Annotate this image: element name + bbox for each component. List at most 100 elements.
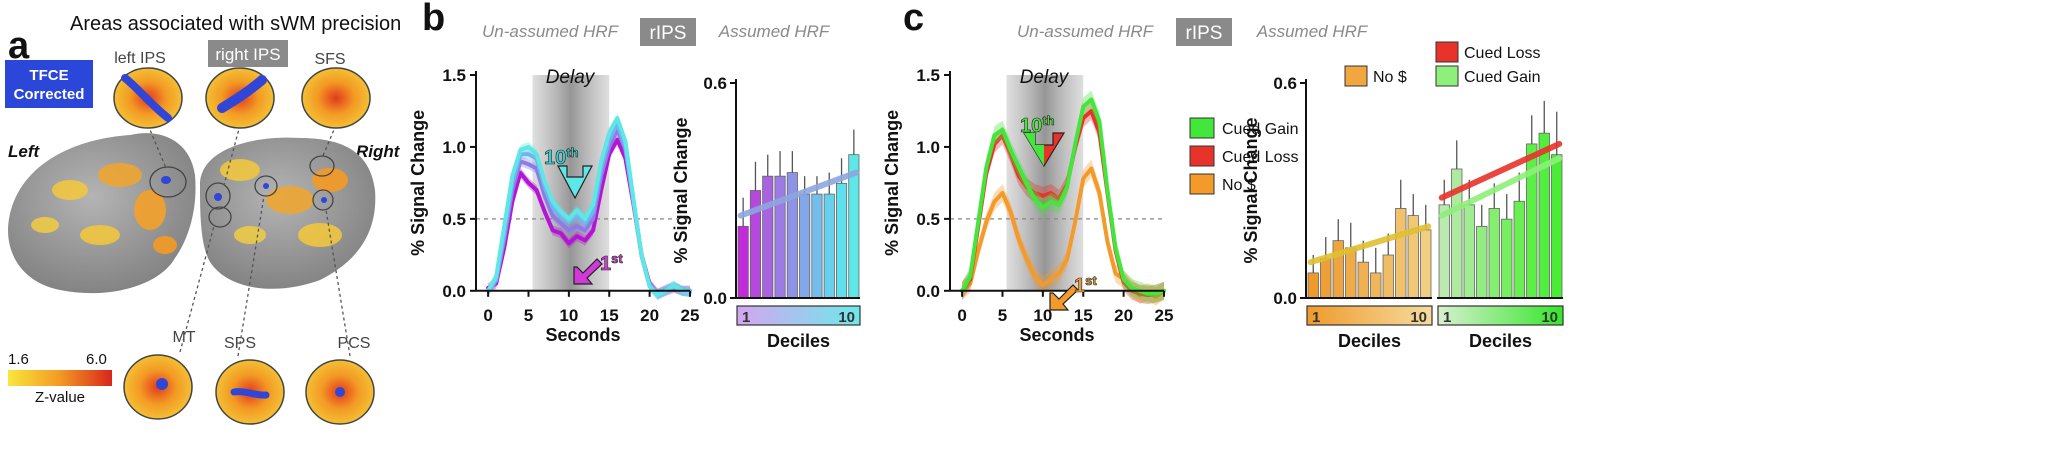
y-tick-label: 0.0 [916,282,940,301]
tfce-line2: Corrected [14,86,85,103]
bar-decile-10 [1420,229,1432,299]
panel-c-label-10-number: 10 [1020,115,1042,137]
panel-c-bar-legend: Cued Loss Cued Gain No $ [1344,41,1541,87]
panel-b-label-1-number: 1 [600,253,611,275]
panel-c-assumed: Assumed HRF [1256,22,1369,41]
bar-decile-2 [1320,258,1332,299]
bar-decile-10 [1551,154,1563,299]
bar-decile-4 [1476,225,1488,299]
y-axis-label: % Signal Change [1241,117,1261,263]
panel-c-letter: c [903,0,924,39]
bar-decile-3 [1332,240,1344,299]
y-tick-label: 0.6 [703,74,727,93]
panel-b-decile10-marker: 10th [544,145,593,200]
panel-b-assumed: Assumed HRF [718,22,831,41]
panel-b-timecourse: 0.0 0.5 1.0 1.5 0 5 10 15 20 25 Seconds % Signal Ch… [408,66,699,345]
x-tick-label: 5 [998,306,1007,325]
panel-b-roi-badge: rIPS [650,23,687,44]
x-tick-label: 0 [483,306,492,325]
bar-legend-label-cued-gain: Cued Gain [1464,69,1541,86]
roi-bubble-mt [123,354,193,420]
x-axis-label: Deciles [1338,331,1401,351]
delay-window [1006,75,1084,291]
panel-a-title: Areas associated with sWM precision [70,13,401,35]
panel-b-label-1: 1st [600,251,623,275]
legend-label-cued-gain: Cued Gain [1222,121,1299,138]
roi-left-ips-label: left IPS [114,50,166,67]
y-tick-label: 1.0 [916,138,940,157]
fit-line-cued-loss [1438,140,1563,201]
y-tick-label: 0.6 [1273,74,1297,93]
bar-decile-6 [1501,218,1513,299]
panel-c-decile10-marker: 10th [1020,113,1066,168]
y-tick-label: 0.5 [442,210,466,229]
panel-c-bars-no-money: 0.0 0.6 % Signal Change 1 10 Deciles [1241,74,1433,351]
bar-decile-5 [1488,208,1500,299]
panel-c-label-1: 1st [1074,273,1097,297]
tfce-badge [5,60,93,108]
roi-mt-label: MT [172,329,195,346]
decile-strip-label-last: 10 [838,309,855,326]
panel-c-roi-badge: rIPS [1186,23,1223,44]
roi-connectors [147,124,351,357]
x-axis-label: Seconds [545,325,620,345]
panel-c-delay-label: Delay [1020,67,1070,88]
bar-decile-7 [1382,254,1394,299]
roi-bubble-sfs [301,67,371,129]
x-tick-label: 10 [1033,306,1052,325]
y-tick-label: 0.0 [442,282,466,301]
panel-c-label-10: 10th [1020,113,1055,137]
colorbar [8,370,112,386]
bar-decile-4 [774,175,786,299]
legend-swatch-cued-loss [1189,145,1215,167]
bar-decile-7 [1513,200,1525,299]
series-line-decile-10 [486,116,692,298]
panel-c-timecourse: 0.0 0.5 1.0 1.5 0 5 10 15 20 25 Seconds % Signal Ch… [882,66,1173,345]
legend-swatch-no-money [1189,173,1215,195]
legend-label-no-money: No $ [1222,177,1256,194]
colorbar-max: 6.0 [86,351,107,368]
panel-c-label-10-sup: th [1042,113,1054,128]
y-tick-label: 0.0 [703,289,727,308]
x-tick-label: 10 [559,306,578,325]
panel-b-unassumed: Un-assumed HRF [482,22,620,41]
roi-bubble-pcs [305,359,375,425]
legend-swatch-cued-gain [1189,117,1215,139]
bar-decile-1 [1307,272,1319,299]
decile-strip-label-first: 1 [1443,309,1451,326]
decile-strip [736,305,861,326]
decile-strip [1437,305,1564,326]
colorbar-label: Z-value [35,389,85,406]
bar-decile-9 [836,182,848,299]
y-tick-label: 0.0 [1273,289,1297,308]
bar-legend-swatch-no-money [1344,65,1368,87]
bar-legend-swatch-cued-gain [1435,65,1459,87]
x-axis-label: Deciles [1469,331,1532,351]
y-axis-label: % Signal Change [882,110,902,256]
roi-right-ips-label: right IPS [215,45,280,64]
bar-legend-label-cued-loss: Cued Loss [1464,45,1541,62]
roi-right-ips-badge [208,40,288,67]
x-axis-label: Seconds [1019,325,1094,345]
decile-strip-label-last: 10 [1410,309,1427,326]
decile-strip-label-first: 1 [1312,309,1320,326]
y-axis-label: % Signal Change [671,117,691,263]
x-tick-label: 20 [1114,306,1133,325]
panel-b-delay-label: Delay [546,67,596,88]
bar-decile-5 [1357,261,1369,299]
bar-decile-6 [799,193,811,299]
bar-decile-1 [1438,204,1450,299]
panel-b-roi-badge-bg [640,18,696,46]
panel-c-label-1-number: 1 [1074,275,1085,297]
bar-decile-8 [1395,208,1407,299]
y-tick-label: 1.5 [916,66,940,85]
y-tick-label: 1.0 [442,138,466,157]
x-tick-label: 25 [1155,306,1174,325]
bar-legend-label-no-money: No $ [1373,69,1407,86]
fit-line [737,169,860,219]
fit-line [1307,223,1432,266]
colorbar-min: 1.6 [8,351,29,368]
panel-b-label-10-number: 10 [544,147,566,169]
panel-a: a Areas associated with sWM precision TF… [5,13,401,425]
